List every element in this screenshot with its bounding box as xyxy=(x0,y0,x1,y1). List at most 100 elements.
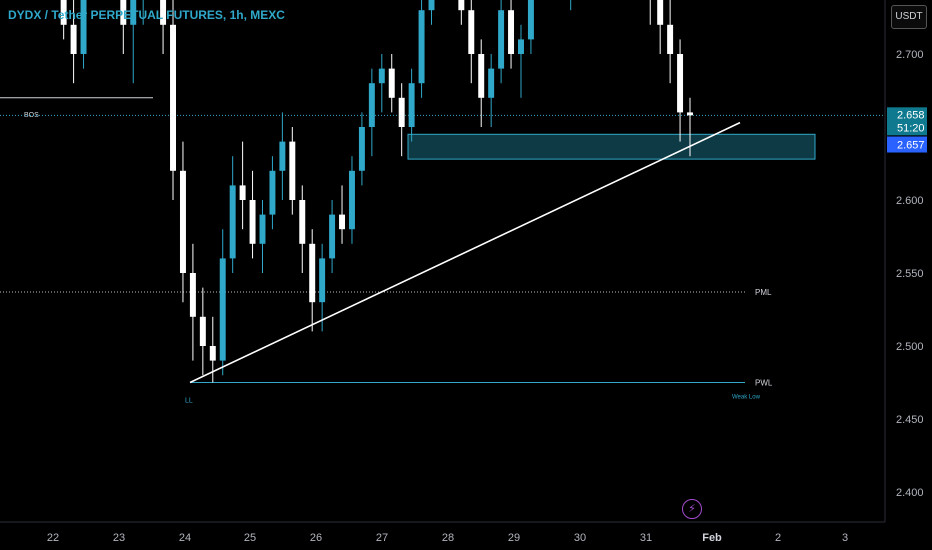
candle xyxy=(518,24,524,98)
candle xyxy=(348,156,355,244)
chart-title: DYDX / Tether PERPETUAL FUTURES, 1h, MEX… xyxy=(8,8,285,22)
candle xyxy=(570,0,572,11)
candle xyxy=(428,0,435,25)
candle-body xyxy=(319,258,326,303)
candle-body xyxy=(388,68,395,98)
candle-body xyxy=(458,0,465,11)
candle xyxy=(130,0,137,84)
candle xyxy=(229,156,236,273)
trendline xyxy=(189,121,741,384)
x-tick-label: 29 xyxy=(508,532,520,544)
pml-label: PML xyxy=(755,288,772,297)
candle-body xyxy=(518,39,524,54)
candle xyxy=(289,127,296,215)
candle-body xyxy=(378,68,385,84)
candle-body xyxy=(508,10,515,54)
candle-body xyxy=(418,10,425,84)
candle-body xyxy=(219,258,226,361)
x-tick-label: 26 xyxy=(310,532,322,544)
candle-body xyxy=(677,54,684,113)
candle-body xyxy=(358,127,365,171)
bid-price-badge xyxy=(887,136,927,153)
x-tick-label: 25 xyxy=(244,532,256,544)
candle-body xyxy=(687,112,693,116)
candle-body xyxy=(199,316,206,346)
pwl-label: PWL xyxy=(755,379,773,388)
candle xyxy=(339,185,346,244)
candle xyxy=(259,200,266,273)
x-tick-label: 30 xyxy=(574,532,586,544)
candle xyxy=(388,54,395,113)
candle-body xyxy=(289,141,296,200)
candle xyxy=(60,0,67,40)
candle xyxy=(488,54,495,127)
candle-body xyxy=(348,170,355,230)
candle xyxy=(378,54,385,113)
x-tick-label: 22 xyxy=(47,532,59,544)
candle-body xyxy=(657,0,664,25)
candle xyxy=(160,0,167,54)
candle-body xyxy=(299,200,306,244)
candle xyxy=(319,243,326,332)
candle xyxy=(279,112,286,200)
x-tick-label: 3 xyxy=(842,532,848,544)
x-tick-label: 28 xyxy=(442,532,454,544)
candle xyxy=(329,200,336,273)
candle-body xyxy=(498,10,505,69)
candle xyxy=(368,68,375,157)
candle xyxy=(527,0,534,54)
candle-body xyxy=(329,214,336,259)
candle-body xyxy=(249,200,256,244)
candle-body xyxy=(70,24,77,54)
y-tick-label: 2.700 xyxy=(896,49,924,61)
candle-body xyxy=(179,170,186,273)
candle-body xyxy=(189,273,196,317)
candle xyxy=(677,39,684,142)
candle xyxy=(70,0,77,84)
candle-body xyxy=(468,10,475,54)
candle xyxy=(309,229,316,332)
ll-label: LL xyxy=(185,398,193,405)
candle-body xyxy=(478,54,485,98)
candle xyxy=(299,185,306,273)
candle-body xyxy=(130,0,137,25)
candle-body xyxy=(170,24,176,171)
candle xyxy=(478,39,485,127)
y-tick-label: 2.550 xyxy=(896,268,924,280)
x-tick-label: Feb xyxy=(702,532,722,544)
x-tick-label: 23 xyxy=(113,532,125,544)
candle-body xyxy=(60,0,67,25)
candle xyxy=(80,0,87,69)
currency-button[interactable]: USDT xyxy=(891,5,927,29)
candle-body xyxy=(309,243,316,303)
candle xyxy=(398,83,405,157)
weak-low-label: Weak Low xyxy=(732,395,761,401)
last-price-badge xyxy=(887,107,927,136)
y-tick-label: 2.600 xyxy=(896,195,924,207)
demand-zone xyxy=(407,133,816,160)
pdl-label: PDL xyxy=(755,0,771,1)
candle xyxy=(239,141,246,230)
candle-body xyxy=(667,24,674,54)
candle-body xyxy=(239,185,246,200)
candle xyxy=(249,170,256,259)
candle xyxy=(657,0,664,54)
candle-body xyxy=(488,68,495,98)
candle-body xyxy=(160,0,167,25)
candle xyxy=(418,0,425,98)
candle xyxy=(189,243,196,361)
candle-body xyxy=(120,0,127,25)
candle xyxy=(458,0,465,25)
candle xyxy=(358,112,365,186)
candle-body xyxy=(527,0,534,40)
candle-body xyxy=(279,141,286,171)
y-tick-label: 2.400 xyxy=(896,487,924,499)
countdown-label: 51:20 xyxy=(897,122,925,134)
lightning-icon[interactable]: ⚡ xyxy=(682,499,702,519)
candle xyxy=(170,0,176,200)
candle xyxy=(498,0,505,84)
candle-body xyxy=(259,214,266,244)
candle xyxy=(649,0,651,25)
